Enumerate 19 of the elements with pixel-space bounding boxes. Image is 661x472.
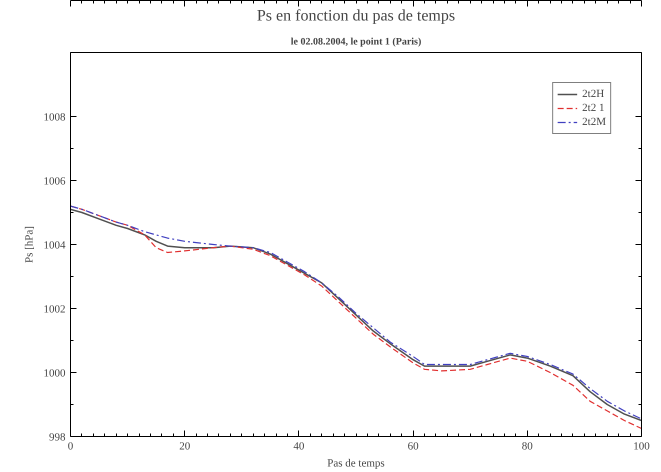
x-tick-label: 60 [408, 440, 420, 452]
x-axis-title: Pas de temps [327, 458, 385, 470]
chart-subtitle: le 02.08.2004, le point 1 (Paris) [290, 36, 422, 48]
x-tick-label: 20 [179, 440, 191, 452]
y-tick-label: 1004 [44, 240, 66, 252]
x-tick-label: 0 [68, 440, 74, 452]
x-tick-label: 80 [522, 440, 534, 452]
legend-label: 2t2 1 [582, 101, 604, 115]
legend-label: 2t2H [582, 87, 604, 101]
legend-label: 2t2M [582, 115, 606, 129]
x-tick-label: 100 [633, 440, 650, 452]
y-axis-title: Ps [hPa] [24, 226, 36, 263]
y-tick-label: 1002 [44, 304, 66, 316]
y-tick-label: 1008 [44, 112, 66, 124]
chart-title: Ps en fonction du pas de temps [256, 8, 456, 24]
y-tick-label: 998 [49, 432, 66, 444]
y-tick-label: 1000 [44, 368, 66, 380]
y-tick-label: 1006 [44, 176, 66, 188]
x-tick-label: 40 [293, 440, 305, 452]
